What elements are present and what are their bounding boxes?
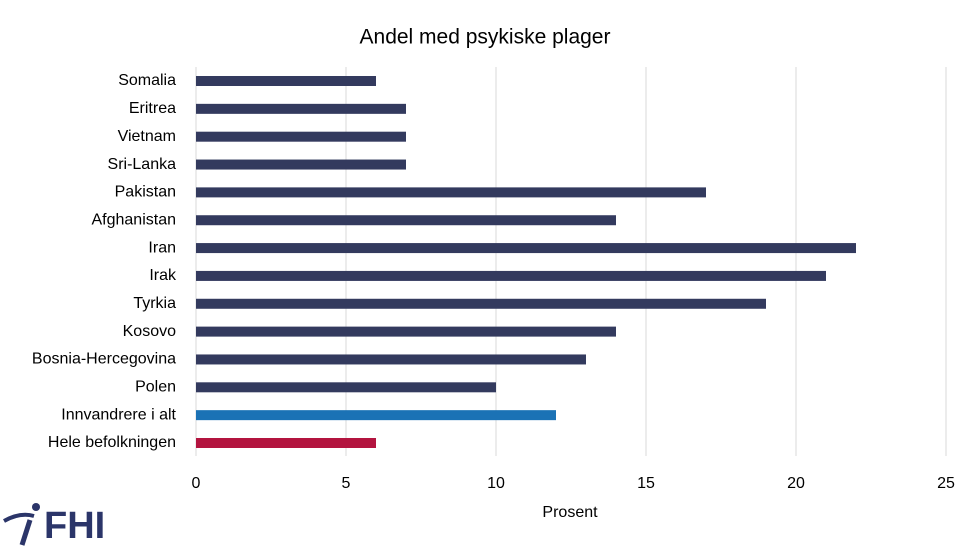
bar xyxy=(196,354,586,365)
y-tick-label: Polen xyxy=(135,379,176,396)
logo-mark xyxy=(3,503,40,546)
bar xyxy=(196,215,616,226)
x-tick-label: 15 xyxy=(637,475,655,492)
x-tick-label: 25 xyxy=(937,475,955,492)
y-tick-label: Sri-Lanka xyxy=(108,156,177,173)
y-tick-label: Vietnam xyxy=(118,128,176,145)
y-tick-label: Kosovo xyxy=(123,323,176,340)
y-tick-label: Tyrkia xyxy=(133,295,176,312)
y-tick-label: Innvandrere i alt xyxy=(61,406,176,423)
bar xyxy=(196,298,766,309)
bar xyxy=(196,410,556,421)
x-tick-label: 5 xyxy=(342,475,351,492)
bar xyxy=(196,438,376,448)
logo-text: FHI xyxy=(44,505,105,547)
bar xyxy=(196,382,496,393)
y-tick-label: Hele befolkningen xyxy=(48,434,176,451)
y-tick-label: Bosnia-Hercegovina xyxy=(32,351,176,368)
x-tick-label: 0 xyxy=(192,475,201,492)
x-axis-label: Prosent xyxy=(542,504,598,521)
y-tick-label: Iran xyxy=(148,239,176,256)
logo-swoosh xyxy=(3,512,35,523)
bar xyxy=(196,326,616,337)
x-tick-label: 20 xyxy=(787,475,805,492)
logo-stroke xyxy=(19,519,33,546)
bar xyxy=(196,131,406,142)
bar xyxy=(196,187,706,198)
y-tick-label: Irak xyxy=(149,267,177,284)
y-tick-label: Pakistan xyxy=(115,184,176,201)
y-tick-label: Eritrea xyxy=(129,100,176,117)
bar xyxy=(196,76,376,86)
bar xyxy=(196,159,406,170)
bar xyxy=(196,103,406,114)
y-tick-label: Afghanistan xyxy=(91,211,176,228)
y-tick-label: Somalia xyxy=(118,72,176,89)
logo-dot xyxy=(32,503,40,511)
chart-title: Andel med psykiske plager xyxy=(360,26,611,49)
x-tick-label: 10 xyxy=(487,475,505,492)
bar xyxy=(196,243,856,254)
bar xyxy=(196,270,826,281)
